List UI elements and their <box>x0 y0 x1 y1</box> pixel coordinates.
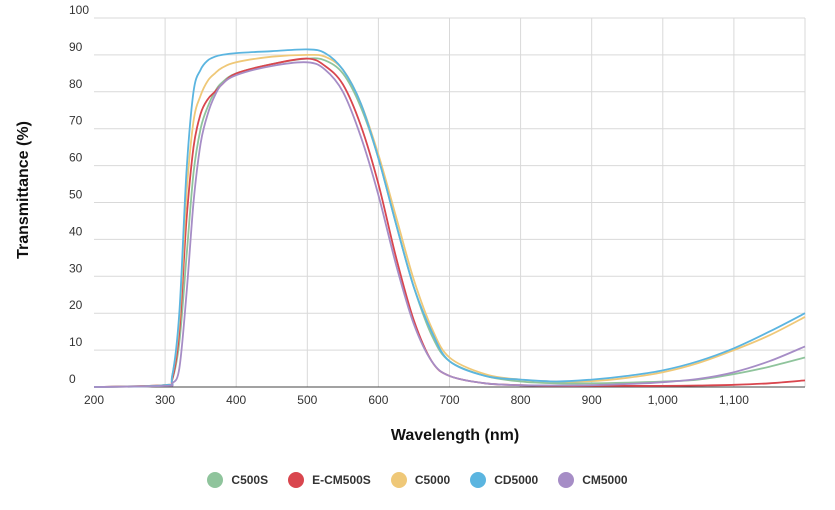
x-tick-label: 900 <box>582 393 602 407</box>
legend-label: C5000 <box>414 473 451 487</box>
legend-swatch <box>207 472 224 488</box>
y-tick-label: 10 <box>69 335 83 349</box>
y-tick-label: 70 <box>69 114 83 128</box>
x-tick-label: 400 <box>226 393 246 407</box>
legend-swatch <box>470 472 487 488</box>
series-line-cm5000 <box>93 61 806 388</box>
x-tick-label: 600 <box>368 393 388 407</box>
x-axis-title: Wavelength (nm) <box>391 427 519 444</box>
series-line-e-cm500s <box>93 57 806 388</box>
legend-label: CD5000 <box>494 473 539 487</box>
y-tick-label: 80 <box>69 77 83 91</box>
y-axis-tick-labels: 0 10 20 30 40 50 60 70 80 90 100 <box>69 3 89 386</box>
legend-item: E-CM500S <box>288 472 371 488</box>
y-axis-title: Transmittance (%) <box>15 121 32 259</box>
legend-label: CM5000 <box>582 473 628 487</box>
x-tick-label: 800 <box>511 393 531 407</box>
legend-item: C500S <box>207 472 268 488</box>
y-tick-label: 50 <box>69 188 83 202</box>
legend-swatch <box>288 472 305 488</box>
y-tick-label: 0 <box>69 372 76 386</box>
series-line-c500s <box>93 57 806 388</box>
y-tick-label: 30 <box>69 261 83 275</box>
y-tick-label: 40 <box>69 224 83 238</box>
legend-label: C500S <box>231 473 269 487</box>
x-tick-label: 200 <box>84 393 104 407</box>
x-axis-tick-labels: 200 300 400 500 600 700 800 900 1,000 1,100 <box>84 393 749 407</box>
x-tick-label: 1,000 <box>648 393 678 407</box>
y-tick-label: 90 <box>69 40 83 54</box>
legend-item: C5000 <box>390 472 451 488</box>
legend-label: E-CM500S <box>312 473 371 487</box>
legend-swatch <box>558 472 575 488</box>
y-tick-label: 60 <box>69 151 83 165</box>
series-lines <box>93 48 806 388</box>
y-tick-label: 100 <box>69 3 89 17</box>
x-tick-label: 700 <box>439 393 459 407</box>
x-tick-label: 500 <box>297 393 317 407</box>
legend-swatch <box>390 472 407 488</box>
y-tick-label: 20 <box>69 298 83 312</box>
x-tick-label: 300 <box>155 393 175 407</box>
legend-item: CD5000 <box>470 472 538 488</box>
chart-legend: C500S E-CM500S C5000 CD5000 CM5000 <box>0 472 835 488</box>
x-tick-label: 1,100 <box>719 393 749 407</box>
chart-grid <box>94 17 806 387</box>
transmittance-chart: 200 300 400 500 600 700 800 900 1,000 1,100 0 10 20… <box>15 3 806 444</box>
legend-item: CM5000 <box>558 472 628 488</box>
series-line-cd5000 <box>93 48 806 388</box>
